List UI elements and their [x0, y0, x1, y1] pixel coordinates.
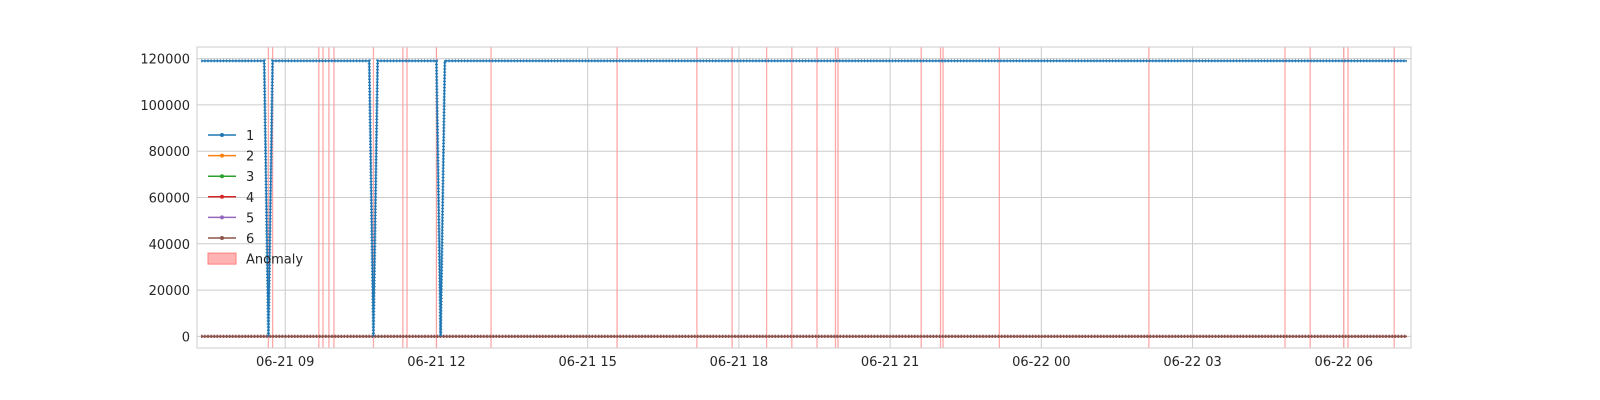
legend-label-anomaly: Anomaly — [246, 253, 303, 268]
legend-label-2: 2 — [246, 150, 254, 165]
y-tick-label: 40000 — [149, 238, 190, 253]
series-1-markers — [201, 59, 1407, 337]
x-tick-label: 06-21 18 — [710, 355, 768, 370]
legend-swatch-anomaly — [207, 252, 237, 265]
legend-marker-2 — [220, 153, 224, 158]
x-tick-label: 06-22 06 — [1315, 355, 1373, 370]
x-tick-label: 06-22 00 — [1012, 355, 1070, 370]
y-tick-label: 100000 — [140, 99, 190, 114]
y-tick-label: 120000 — [140, 53, 190, 68]
legend-marker-4 — [220, 194, 224, 199]
x-tick-label: 06-22 03 — [1163, 355, 1221, 370]
y-tick-label: 20000 — [149, 284, 190, 299]
y-tick-label: 60000 — [149, 192, 190, 207]
legend-label-3: 3 — [246, 170, 254, 185]
anomaly-spans — [267, 47, 1395, 348]
legend-marker-1 — [220, 133, 224, 137]
x-tick-label: 06-21 12 — [407, 355, 465, 370]
legend-label-1: 1 — [246, 129, 254, 144]
series-lines — [201, 59, 1407, 338]
legend-marker-6 — [220, 236, 224, 240]
legend-label-4: 4 — [246, 191, 254, 206]
legend-label-5: 5 — [246, 211, 254, 226]
y-axis-ticks: 0 20000 40000 60000 80000 100000 120000 — [140, 53, 190, 346]
y-tick-label: 0 — [182, 330, 190, 345]
x-tick-label: 06-21 15 — [558, 355, 616, 370]
y-tick-label: 80000 — [149, 145, 190, 160]
x-tick-label: 06-21 21 — [861, 355, 919, 370]
legend-marker-3 — [220, 174, 224, 179]
x-tick-label: 06-21 09 — [256, 355, 314, 370]
legend-label-6: 6 — [246, 232, 254, 247]
legend-marker-5 — [220, 215, 224, 220]
x-axis-ticks: 06-21 09 06-21 12 06-21 15 06-21 18 06-21 21… — [256, 355, 1373, 370]
plot-frame — [196, 46, 1412, 349]
legend: 1 2 3 4 5 6 Anomaly — [207, 129, 303, 268]
